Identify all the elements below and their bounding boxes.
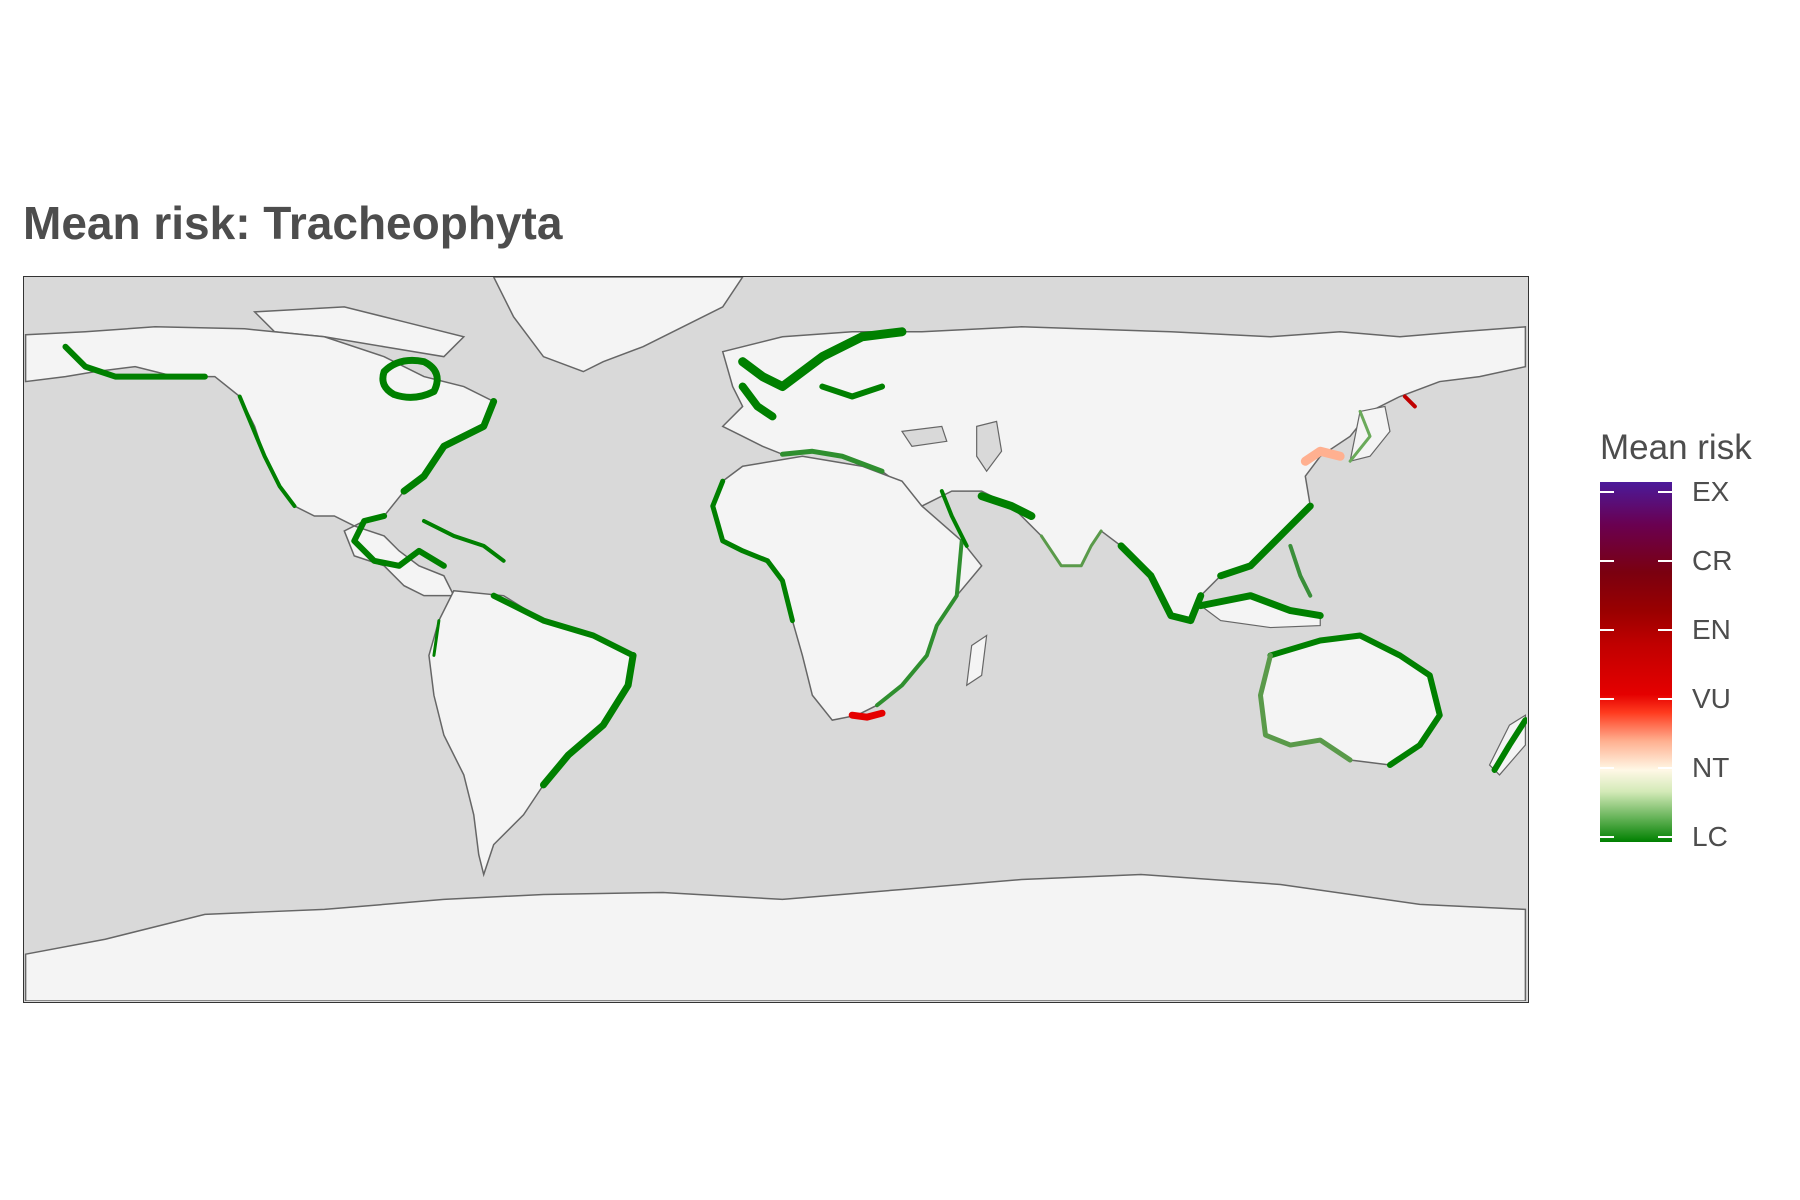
legend-tick [1658, 560, 1672, 562]
legend-label-vu: VU [1692, 683, 1731, 714]
chart-title: Mean risk: Tracheophyta [23, 197, 563, 249]
risk-na-east [400, 397, 498, 495]
risk-gulf [351, 513, 447, 569]
legend-tick [1600, 698, 1614, 700]
caspian-sea [976, 420, 1003, 473]
legend-tick [1658, 836, 1672, 838]
black-sea [900, 425, 948, 447]
legend-tick [1600, 560, 1614, 562]
risk-se-asia [1117, 542, 1205, 625]
risk-uk [738, 382, 777, 421]
legend-label-lc: LC [1692, 821, 1728, 852]
legend-tick [1658, 767, 1672, 769]
risk-gulf-of-guinea [765, 558, 795, 624]
risk-mediterranean [779, 448, 885, 474]
risk-korea-china [1300, 446, 1345, 466]
risk-japan [1348, 409, 1372, 463]
risk-baltic [819, 383, 886, 400]
risk-caribbean [421, 518, 506, 563]
legend-title: Mean risk [1600, 428, 1752, 467]
legend-tick [1658, 698, 1672, 700]
legend-tick [1600, 629, 1614, 631]
risk-scandinavia [738, 327, 907, 392]
risk-red-sea [939, 489, 969, 548]
madagascar [965, 634, 988, 687]
risk-hudson-bay [379, 356, 441, 401]
world-map [23, 276, 1529, 1003]
risk-alaska [62, 343, 208, 380]
legend-label-nt: NT [1692, 752, 1730, 783]
risk-south-asia [1039, 529, 1103, 568]
legend-label-ex: EX [1692, 476, 1730, 507]
antarctica [24, 873, 1527, 1001]
legend-colorbar [1600, 482, 1672, 842]
legend-label-en: EN [1692, 614, 1731, 645]
legend-tick [1600, 491, 1614, 493]
risk-australia-west [1258, 652, 1353, 763]
risk-sa-west [432, 619, 441, 657]
risk-new-zealand [1491, 717, 1527, 773]
legend-tick [1600, 767, 1614, 769]
risk-australia [1267, 632, 1443, 768]
legend-tick [1658, 629, 1672, 631]
risk-south-africa [848, 709, 886, 721]
risk-coastlines [62, 327, 1527, 789]
legend-tick [1658, 491, 1672, 493]
risk-persian-gulf [977, 492, 1036, 520]
risk-philippines [1288, 543, 1313, 598]
risk-indonesia [1197, 592, 1324, 620]
risk-kamchatka [1402, 394, 1417, 409]
risk-na-west [237, 394, 297, 509]
legend-tick [1600, 836, 1614, 838]
risk-south-china [1217, 502, 1314, 580]
legend-label-cr: CR [1692, 545, 1733, 576]
greenland [492, 277, 744, 373]
risk-west-africa [710, 478, 771, 564]
north-america [24, 326, 495, 597]
risk-sa-east [539, 651, 637, 789]
risk-sa-north [490, 592, 637, 659]
risk-east-africa [875, 538, 964, 708]
